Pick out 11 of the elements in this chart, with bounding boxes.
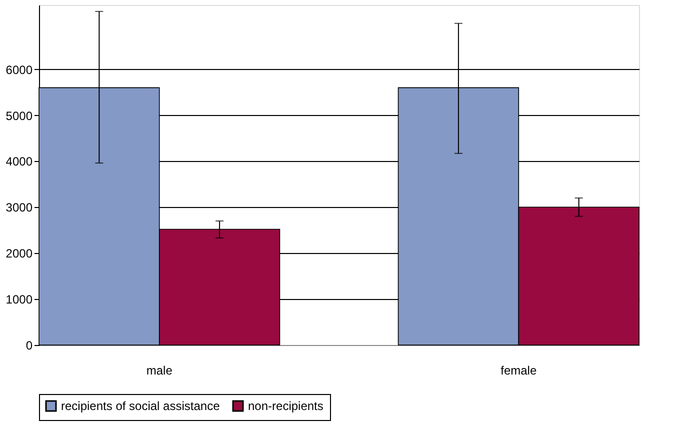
legend-label: non-recipients	[248, 399, 324, 413]
y-tick-label: 2000	[6, 246, 33, 261]
legend-label: recipients of social assistance	[61, 399, 220, 413]
y-tick-label: 0	[26, 338, 33, 352]
y-tick-label: 4000	[6, 154, 33, 169]
x-tick-label: male	[146, 364, 173, 378]
x-tick-label: female	[500, 364, 537, 378]
y-tick-label: 1000	[6, 292, 33, 307]
y-tick-label: 5000	[6, 108, 33, 123]
y-tick-label: 6000	[6, 62, 33, 77]
y-tick-label: 3000	[6, 200, 33, 215]
